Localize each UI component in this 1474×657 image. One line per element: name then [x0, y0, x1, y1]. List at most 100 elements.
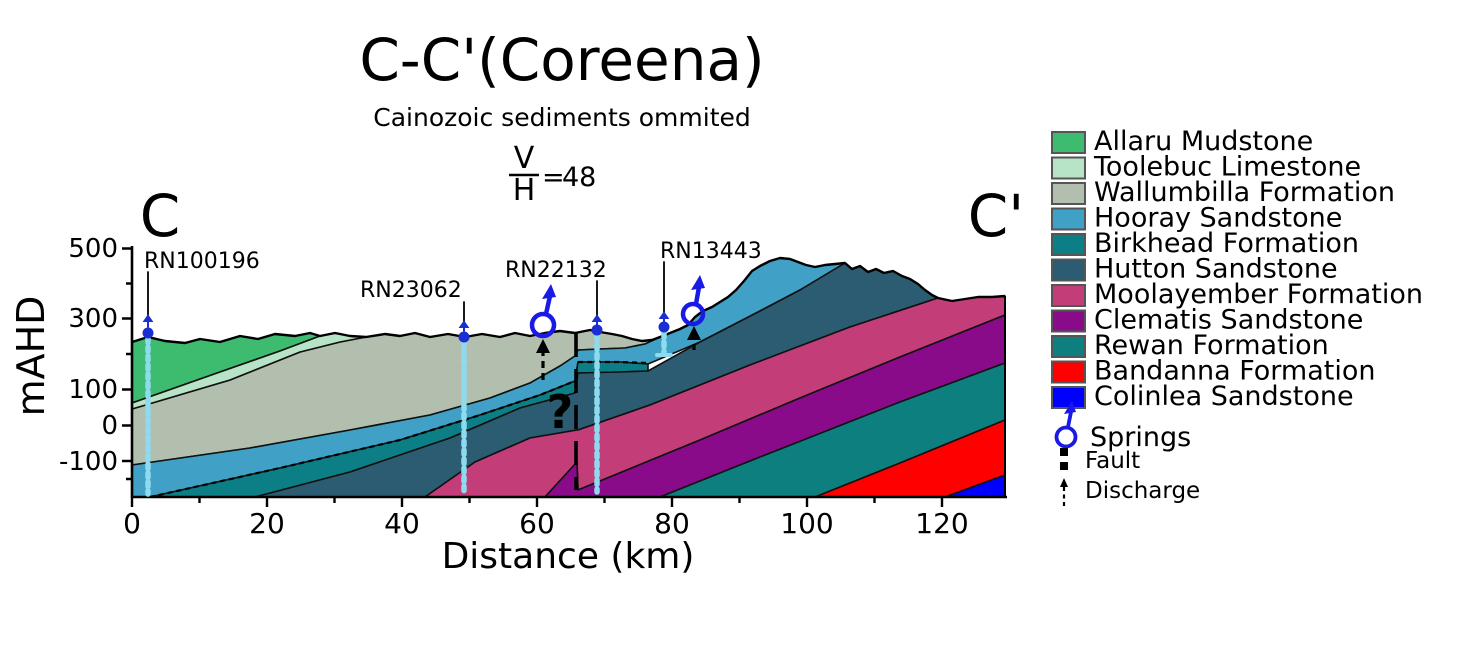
arrowhead-icon: [536, 339, 550, 353]
x-axis: 0 20 40 60 80 100 120 Distance (km): [123, 497, 969, 577]
y-tick-marks: [122, 247, 132, 481]
fault-icon: [1060, 448, 1068, 470]
well-label: RN23062: [360, 278, 462, 303]
spring-symbol: [529, 284, 557, 339]
well-label: RN100196: [144, 249, 260, 274]
header: C-C'(Coreena) Cainozoic sediments ommite…: [140, 26, 1024, 250]
x-tick-label: 0: [123, 507, 141, 540]
well-label: RN22132: [505, 258, 607, 283]
question-mark-annotation: ?: [547, 385, 574, 439]
section-end-label: C': [968, 182, 1024, 250]
legend-row-hooray: Hooray Sandstone: [1051, 203, 1342, 234]
well-RN100196: RN100196: [142, 249, 260, 497]
legend-swatch: [1051, 360, 1086, 384]
dashed-contact-line: [149, 360, 649, 499]
ratio-denominator: H: [513, 173, 536, 208]
well-head-marker: [458, 331, 470, 343]
well-head-marker: [591, 324, 603, 336]
legend-row-toolebuc: Toolebuc Limestone: [1051, 152, 1361, 183]
legend-label: Birkhead Formation: [1094, 228, 1359, 259]
ratio-equals: =: [542, 162, 565, 193]
legend-row-colinlea: Colinlea Sandstone: [1051, 381, 1354, 412]
artesian-arrow-icon: [591, 314, 603, 326]
arrowhead-icon: [687, 326, 701, 340]
legend-swatch: [1051, 233, 1086, 256]
legend-swatch: [1051, 131, 1086, 154]
legend-label: Moolayember Formation: [1094, 279, 1423, 310]
legend-label: Hooray Sandstone: [1094, 203, 1342, 234]
legend-label: Clematis Sandstone: [1094, 305, 1363, 336]
legend-row-springs: Springs: [1054, 401, 1191, 453]
legend-swatch: [1051, 309, 1086, 333]
legend-row-rewan: Rewan Formation: [1051, 330, 1329, 361]
x-tick-label: 40: [384, 507, 420, 540]
ratio-numerator: V: [514, 141, 535, 176]
legend-label: Colinlea Sandstone: [1094, 381, 1354, 412]
legend-label: Fault: [1085, 448, 1140, 474]
well-RN13443: RN13443: [655, 239, 762, 357]
legend-row-clematis: Clematis Sandstone: [1051, 305, 1363, 336]
legend-row-birkhead: Birkhead Formation: [1051, 228, 1359, 259]
legend-label: Allaru Mudstone: [1094, 126, 1313, 157]
legend-row-allaru: Allaru Mudstone: [1051, 126, 1313, 157]
well-head-marker: [658, 321, 670, 333]
legend-swatch: [1051, 386, 1086, 409]
legend-label: Hutton Sandstone: [1094, 254, 1338, 285]
legend-label: Rewan Formation: [1094, 330, 1329, 361]
legend-row-moolayember: Moolayember Formation: [1051, 279, 1423, 310]
springs: [529, 275, 706, 339]
discharge-arrow: [687, 326, 701, 350]
figure-subtitle: Cainozoic sediments ommited: [373, 103, 751, 132]
legend-swatch: [1051, 335, 1086, 358]
x-axis-title: Distance (km): [442, 536, 695, 577]
cross-section: ?: [131, 256, 1006, 499]
section-start-label: C: [140, 182, 181, 250]
discharge-arrows: [536, 326, 701, 380]
legend-swatch: [1051, 156, 1086, 180]
legend: Allaru Mudstone Toolebuc Limestone Wallu…: [1051, 126, 1423, 506]
legend-label: Bandanna Formation: [1094, 356, 1376, 387]
well-head-marker: [142, 327, 154, 339]
springs-icon: [1054, 401, 1078, 449]
well-RN23062: RN23062: [360, 278, 470, 494]
x-tick-label: 80: [654, 507, 690, 540]
x-tick-label: 100: [780, 507, 833, 540]
wells: RN100196 RN23062 RN22132 RN13443: [142, 239, 762, 497]
legend-row-bandanna: Bandanna Formation: [1051, 356, 1376, 387]
y-axis-title: mAHD: [9, 296, 53, 417]
vh-ratio: V H = 48: [509, 141, 596, 208]
spring-arrowhead-icon: [542, 284, 556, 299]
well-label: RN13443: [660, 239, 762, 264]
legend-swatch: [1051, 207, 1086, 231]
legend-swatch: [1051, 284, 1086, 307]
artesian-arrow-icon: [658, 311, 670, 323]
legend-swatch: [1051, 182, 1086, 205]
x-tick-label: 20: [249, 507, 285, 540]
y-tick-label: 300: [68, 304, 118, 334]
x-tick-label: 120: [915, 507, 968, 540]
ratio-value: 48: [562, 162, 596, 193]
legend-row-discharge: Discharge: [1060, 478, 1200, 506]
legend-label: Discharge: [1085, 478, 1200, 504]
discharge-arrow: [536, 339, 550, 380]
x-tick-label: 60: [519, 507, 555, 540]
y-axis: 500 300 100 0 -100 mAHD: [9, 234, 1007, 499]
artesian-arrow-icon: [142, 314, 154, 328]
figure-title: C-C'(Coreena): [359, 26, 764, 94]
legend-swatch: [1051, 258, 1086, 282]
legend-label: Wallumbilla Formation: [1094, 177, 1395, 208]
y-tick-label: 500: [68, 234, 118, 264]
x-tick-marks: [130, 497, 944, 507]
y-tick-label: -100: [59, 447, 118, 477]
legend-label: Toolebuc Limestone: [1093, 152, 1361, 183]
topographic-surface: [131, 256, 1006, 345]
legend-label: Springs: [1090, 422, 1191, 453]
discharge-icon: [1060, 478, 1068, 506]
legend-row-hutton: Hutton Sandstone: [1051, 254, 1338, 285]
spring-symbol: [680, 275, 706, 327]
artesian-arrow-icon: [458, 320, 470, 332]
spring-arrowhead-icon: [691, 275, 705, 290]
y-tick-label: 100: [68, 375, 118, 405]
legend-row-wallumbilla: Wallumbilla Formation: [1051, 177, 1395, 208]
